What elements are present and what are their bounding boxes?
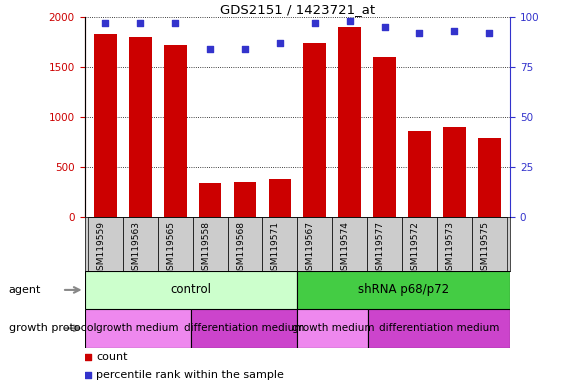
Point — [275, 40, 285, 46]
Bar — [199, 183, 222, 217]
Bar — [297, 271, 510, 309]
Text: GSM119559: GSM119559 — [96, 221, 106, 276]
Bar — [408, 131, 431, 217]
Point — [136, 20, 145, 26]
Point — [345, 18, 354, 24]
Text: control: control — [170, 283, 212, 296]
Bar — [338, 27, 361, 217]
Text: growth protocol: growth protocol — [9, 323, 96, 333]
Bar — [123, 217, 158, 271]
Bar — [158, 217, 192, 271]
Point — [380, 24, 389, 30]
Bar — [303, 43, 326, 217]
Text: agent: agent — [9, 285, 41, 295]
Bar — [164, 45, 187, 217]
Bar — [443, 127, 466, 217]
Text: GSM119571: GSM119571 — [271, 221, 280, 276]
Text: percentile rank within the sample: percentile rank within the sample — [96, 370, 285, 380]
Point — [240, 46, 250, 52]
Title: GDS2151 / 1423721_at: GDS2151 / 1423721_at — [220, 3, 375, 16]
Bar — [227, 217, 262, 271]
Text: growth medium: growth medium — [96, 323, 179, 333]
Text: differentiation medium: differentiation medium — [184, 323, 304, 333]
Bar — [269, 179, 292, 217]
Bar — [234, 182, 257, 217]
Bar — [94, 34, 117, 217]
Bar — [88, 217, 123, 271]
Bar — [402, 217, 437, 271]
Point — [171, 20, 180, 26]
Point — [415, 30, 424, 36]
Text: GSM119574: GSM119574 — [340, 221, 350, 276]
Text: GSM119577: GSM119577 — [375, 221, 385, 276]
Text: GSM119568: GSM119568 — [236, 221, 245, 276]
Text: growth medium: growth medium — [292, 323, 374, 333]
Text: GSM119567: GSM119567 — [305, 221, 315, 276]
Bar — [478, 138, 501, 217]
Point — [484, 30, 494, 36]
Text: count: count — [96, 352, 128, 362]
Bar — [297, 309, 368, 348]
Bar — [85, 271, 297, 309]
Text: differentiation medium: differentiation medium — [379, 323, 500, 333]
Point — [310, 20, 319, 26]
Point — [83, 354, 92, 360]
Bar — [297, 217, 332, 271]
Text: GSM119558: GSM119558 — [201, 221, 210, 276]
Text: GSM119573: GSM119573 — [445, 221, 454, 276]
Text: GSM119575: GSM119575 — [480, 221, 489, 276]
Text: GSM119565: GSM119565 — [166, 221, 175, 276]
Bar — [262, 217, 297, 271]
Bar — [437, 217, 472, 271]
Bar — [373, 57, 396, 217]
Text: shRNA p68/p72: shRNA p68/p72 — [358, 283, 449, 296]
Bar — [191, 309, 297, 348]
Bar — [85, 309, 191, 348]
Point — [449, 28, 459, 34]
Text: GSM119563: GSM119563 — [131, 221, 141, 276]
Point — [205, 46, 215, 52]
Bar — [367, 217, 402, 271]
Bar — [332, 217, 367, 271]
Point — [101, 20, 110, 26]
Bar — [129, 37, 152, 217]
Bar — [472, 217, 507, 271]
Bar — [192, 217, 227, 271]
Bar — [368, 309, 510, 348]
Text: GSM119572: GSM119572 — [410, 221, 419, 276]
Point — [83, 372, 92, 378]
